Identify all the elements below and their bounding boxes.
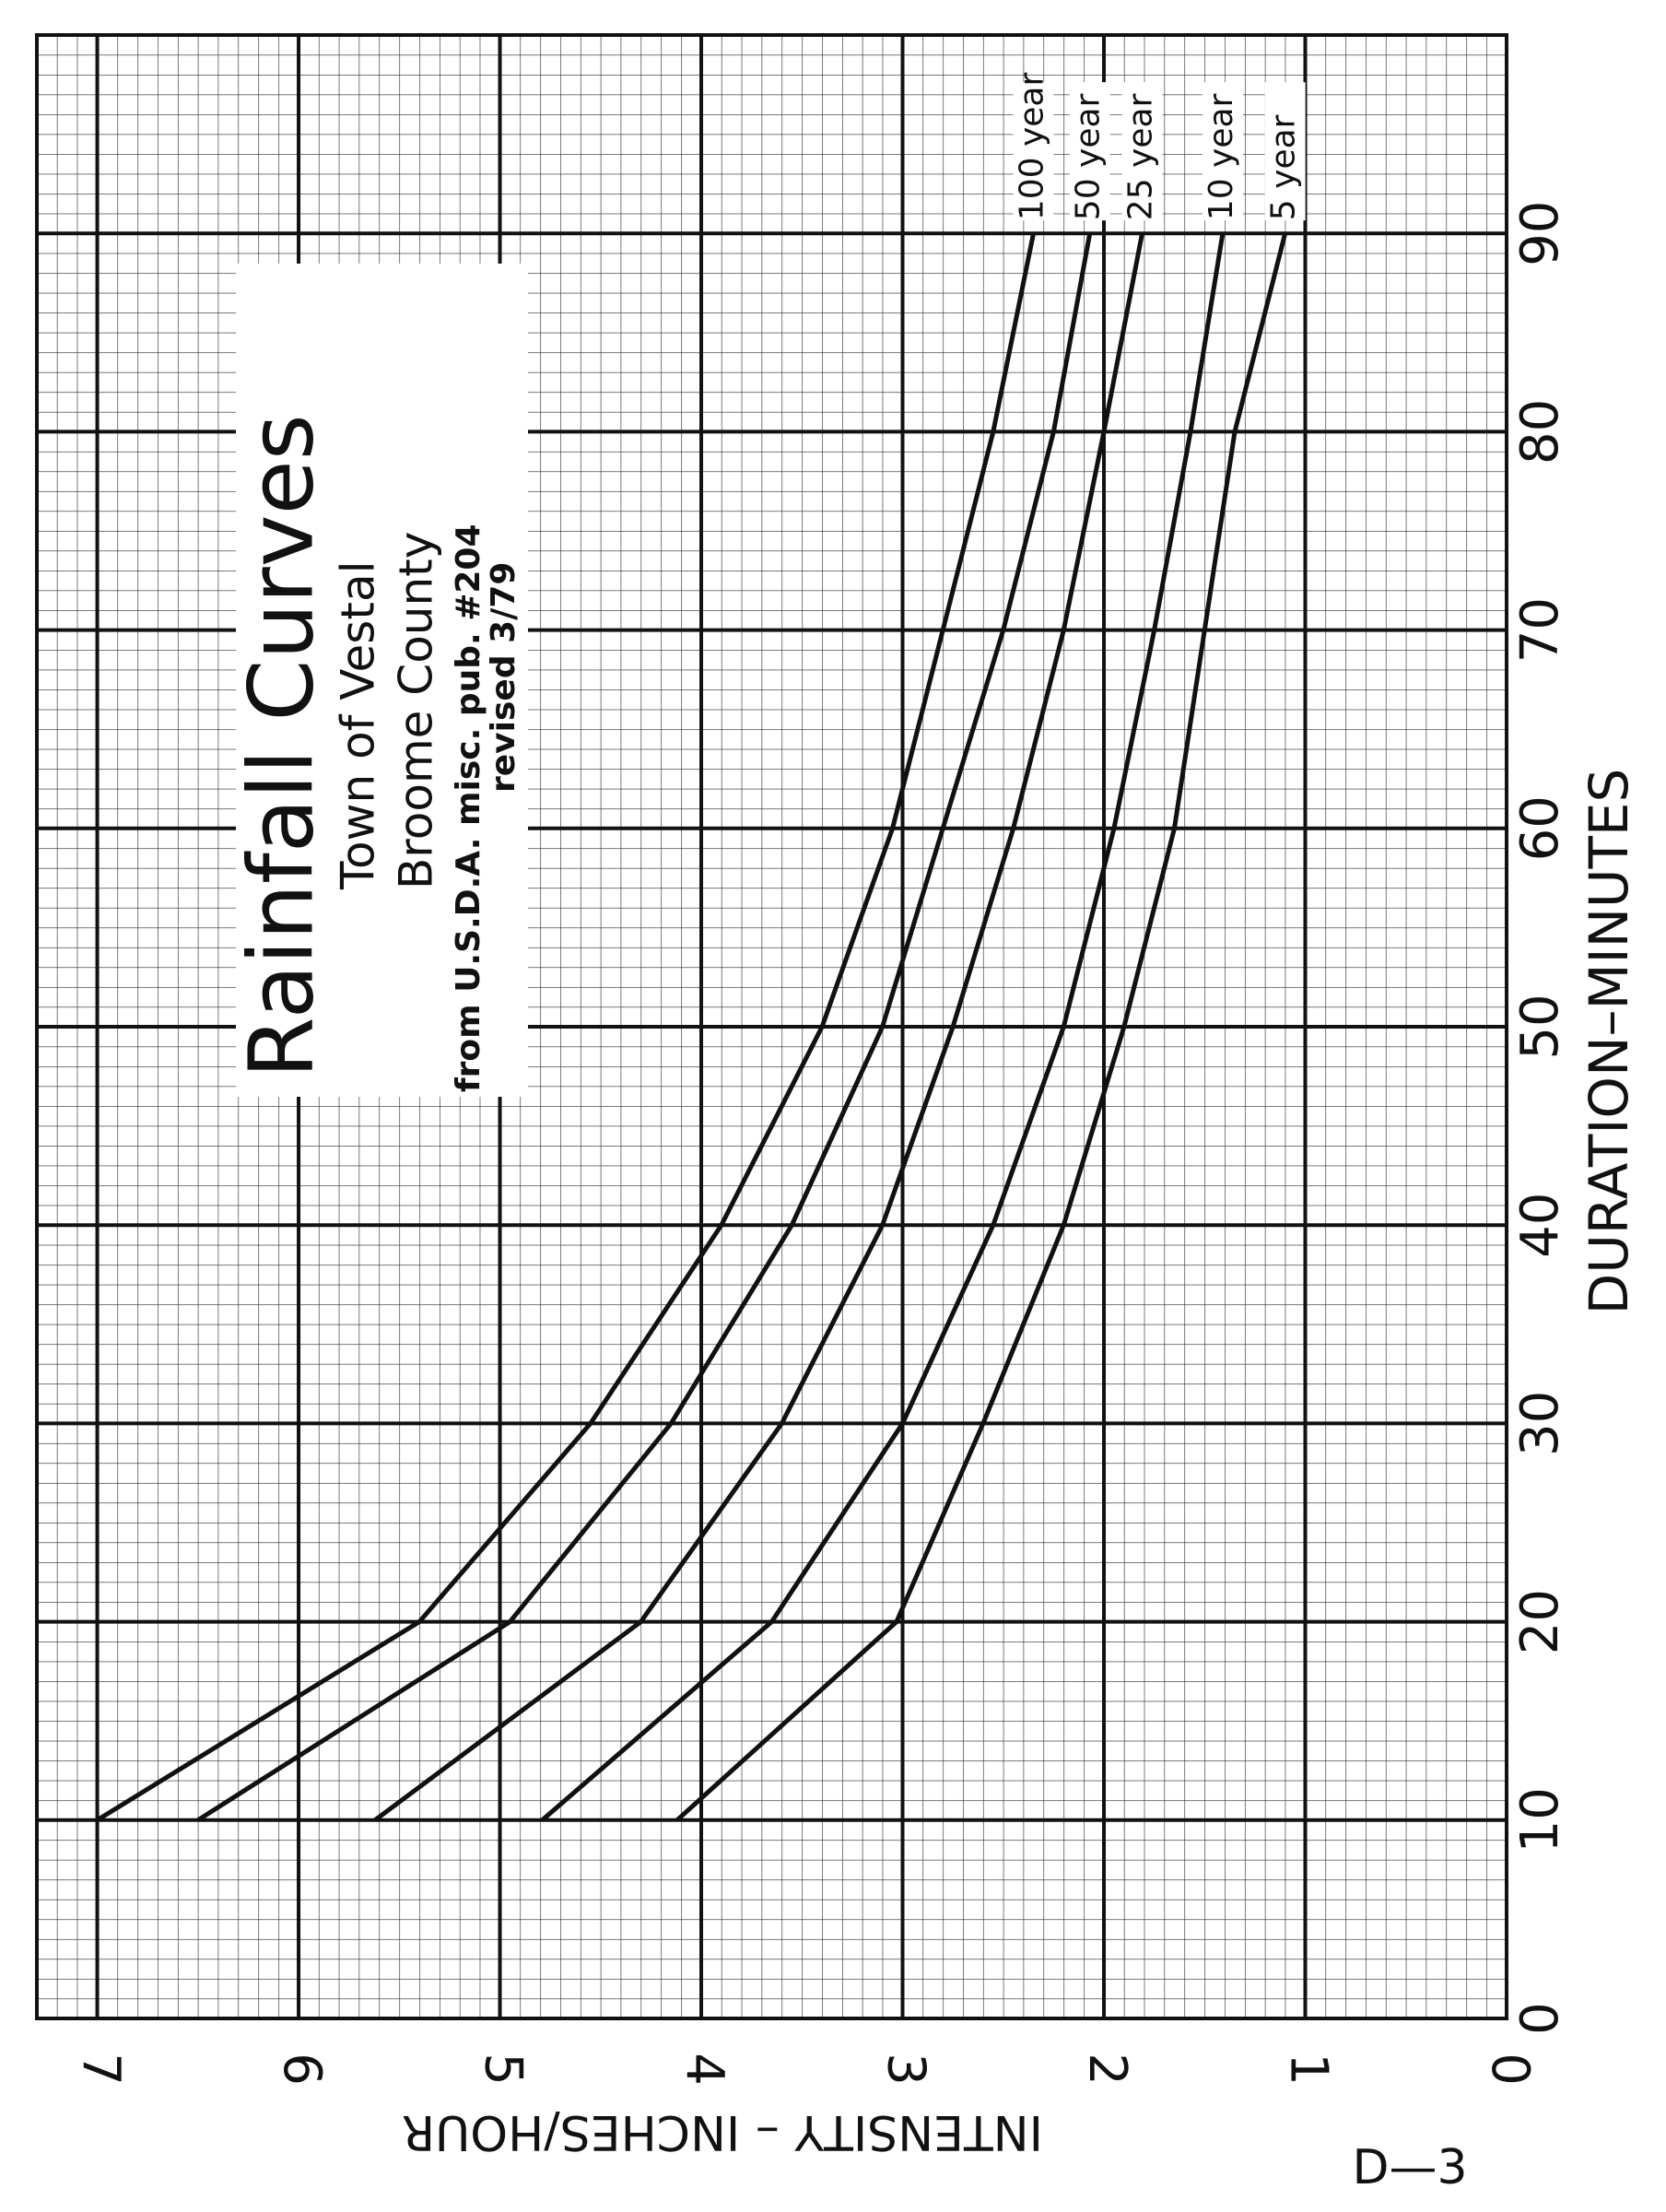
curve (540, 232, 1226, 1822)
x-tick-label: 20 (1510, 1589, 1570, 1654)
subtitle: from U.S.D.A. misc. pub. #204 (450, 524, 487, 1092)
x-tick-label: 0 (1510, 2002, 1570, 2035)
curve (675, 232, 1288, 1822)
x-tick-label: 40 (1510, 1193, 1570, 1258)
legend-bg (1069, 82, 1110, 221)
y-tick-label: 3 (875, 2053, 935, 2086)
title-box (236, 264, 528, 1097)
subtitle: Broome County (390, 532, 443, 889)
y-tick-label: 2 (1077, 2053, 1137, 2086)
labels: Rainfall Curves Town of Vestal Broome Co… (70, 73, 1640, 2195)
y-axis-label: INTENSITY – INCHES/HOUR (402, 2104, 1043, 2159)
plot-border (35, 33, 1508, 2020)
legend-label: 25 year (1122, 93, 1160, 220)
y-tick-label: 6 (272, 2053, 332, 2086)
legend-bg (1121, 82, 1163, 221)
legend-label: 50 year (1070, 93, 1108, 220)
y-tick-label: 5 (473, 2053, 533, 2086)
legend-bg (1202, 82, 1243, 221)
x-axis-label: DURATION–MINUTES (1578, 769, 1640, 1315)
curve (96, 232, 1036, 1822)
x-tick-label: 50 (1510, 994, 1570, 1059)
x-tick-label: 90 (1510, 201, 1570, 266)
y-tick-label: 1 (1278, 2053, 1338, 2086)
subtitle: Town of Vestal (332, 561, 385, 890)
y-tick-label: 4 (675, 2053, 734, 2086)
y-tick-label: 7 (70, 2053, 130, 2086)
x-tick-label: 30 (1510, 1391, 1570, 1456)
legend-label: 100 year (1014, 73, 1051, 221)
y-tick-label: 0 (1480, 2053, 1540, 2086)
x-tick-label: 80 (1510, 399, 1570, 465)
legend-bg (1013, 82, 1054, 221)
subtitle: revised 3/79 (485, 562, 522, 793)
curve (196, 232, 1093, 1822)
legend-label: 10 year (1203, 93, 1240, 220)
x-tick-label: 60 (1510, 795, 1570, 861)
page-code: D—3 (1352, 2140, 1467, 2195)
x-tick-label: 70 (1510, 597, 1570, 663)
curves (96, 232, 1288, 1822)
legend-bg (1264, 82, 1306, 221)
legend-label: 5 year (1265, 114, 1303, 220)
chart-title: Rainfall Curves (229, 414, 333, 1078)
curve (373, 232, 1144, 1822)
x-tick-label: 10 (1510, 1787, 1570, 1853)
